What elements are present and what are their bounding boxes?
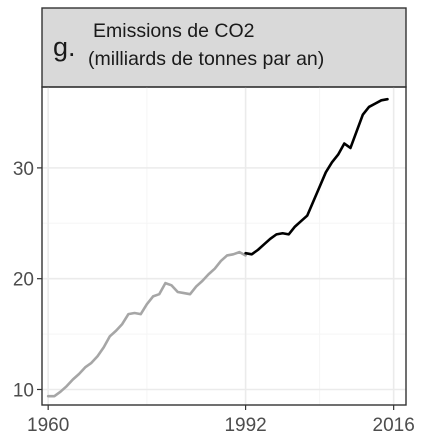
series-line-2 [244,97,389,256]
x-tick-label: 2016 [373,415,415,436]
plot-area [42,87,406,405]
x-axis: 1960 1992 2016 [27,405,415,436]
chart-title-line2: (milliards de tonnes par an) [88,48,324,70]
y-tick-label: 30 [13,159,34,180]
y-tick-label: 20 [13,270,34,291]
chart-title-line1: Emissions de CO2 [93,20,254,42]
panel-letter: g. [53,32,76,62]
x-tick-label: 1992 [224,415,266,436]
title-strip [41,7,407,88]
series-lines [46,97,389,398]
grid [42,87,406,405]
series-line-1 [46,250,247,398]
y-tick-label: 10 [13,380,34,401]
y-axis: 10 20 30 [13,159,42,401]
panel-border [41,86,407,406]
x-tick-label: 1960 [27,415,69,436]
